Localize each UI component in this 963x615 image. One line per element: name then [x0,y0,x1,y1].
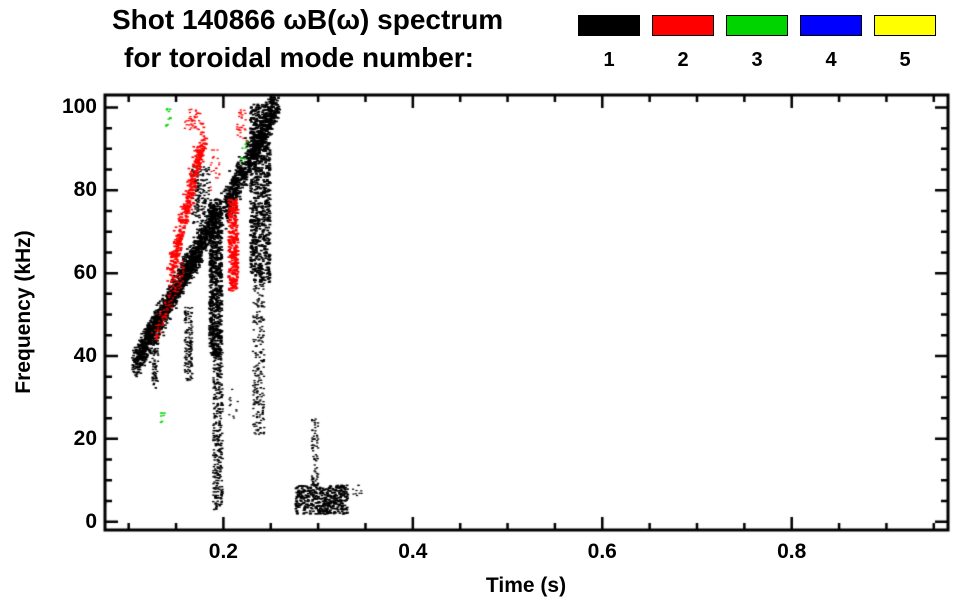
legend-label-mode-5: 5 [899,49,911,71]
legend-label-mode-1: 1 [603,49,615,71]
figure-header: Shot 140866 ωB(ω) spectrum for toroidal … [112,4,503,74]
y-axis-title: Frequency (kHz) [12,230,35,394]
legend-entry-mode-2: 2 [652,15,714,70]
legend-swatch-mode-4 [800,15,862,36]
legend-entry-mode-1: 1 [578,15,640,70]
legend-entry-mode-4: 4 [800,15,862,70]
legend-entry-mode-5: 5 [874,15,936,70]
legend-swatch-mode-2 [652,15,714,36]
figure-subtitle: for toroidal mode number: [124,42,474,73]
figure-title: Shot 140866 ωB(ω) spectrum [112,4,504,35]
legend-label-mode-4: 4 [825,49,837,71]
legend-swatch-mode-1 [578,15,640,36]
legend-entry-mode-3: 3 [726,15,788,70]
legend-label-mode-3: 3 [751,49,763,71]
mode-legend: 1 2 3 4 5 [578,15,936,70]
legend-swatch-mode-5 [874,15,936,36]
legend-label-mode-2: 2 [677,49,689,71]
legend-swatch-mode-3 [726,15,788,36]
x-axis-title: Time (s) [485,574,567,597]
